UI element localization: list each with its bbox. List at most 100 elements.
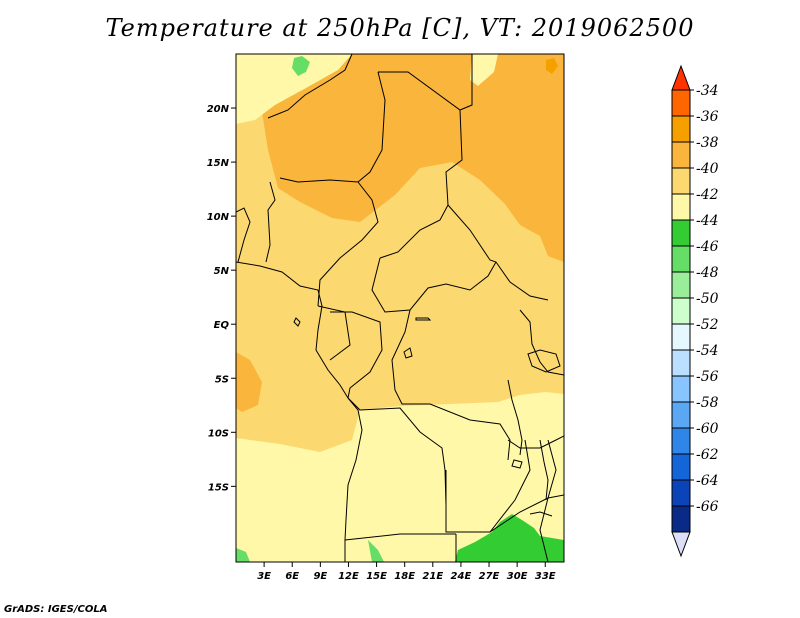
grads-credit: GrADS: IGES/COLA <box>4 604 108 615</box>
border-small-lake-2 <box>415 317 432 321</box>
colorbar-label: -38 <box>696 135 719 151</box>
lat-tick-label: 15S <box>208 482 229 493</box>
colorbar-label: -34 <box>696 83 719 99</box>
colorbar-box <box>671 271 691 299</box>
colorbar-label: -44 <box>696 213 719 229</box>
lat-tick-label: 15N <box>207 158 230 169</box>
colorbar-box <box>671 115 691 143</box>
border-small-lake-4 <box>403 347 413 359</box>
border-congo-drc <box>330 311 383 399</box>
colorbar-label: -56 <box>696 369 719 385</box>
lon-tick-label: 12E <box>338 571 359 582</box>
colorbar-box <box>671 453 691 481</box>
band-minus36-northeast <box>546 58 558 74</box>
colorbar-label: -52 <box>696 317 719 333</box>
border-chad-sudan <box>379 109 463 259</box>
colorbar-label: -66 <box>696 499 719 515</box>
lon-tick-label: 33E <box>535 571 556 582</box>
lon-tick-label: 15E <box>366 571 387 582</box>
border-drc-east <box>391 309 511 461</box>
colorbar: -34 -36 -38 -40 -42 -44 -46 -48 -50 -52 -54 -56 -58 -… <box>671 64 719 558</box>
colorbar-label: -40 <box>696 161 719 177</box>
colorbar-box <box>671 141 691 169</box>
border-small-lake-1 <box>511 459 523 469</box>
band-minus38-southwest <box>236 352 262 412</box>
colorbar-box <box>671 167 691 195</box>
lon-tick-label: 24E <box>451 571 472 582</box>
lat-tick-label: 10S <box>208 428 229 439</box>
lat-tick-label: 10N <box>207 212 230 223</box>
lon-tick-label: 3E <box>257 571 271 582</box>
border-angola-namibia <box>344 533 456 541</box>
border-car <box>371 257 497 313</box>
colorbar-box <box>671 349 691 377</box>
colorbar-box <box>671 479 691 507</box>
border-south-sudan <box>447 204 549 301</box>
border-angola-zambia <box>445 439 531 533</box>
colorbar-bottom-triangle <box>671 531 691 558</box>
band-minus42-south <box>236 392 564 562</box>
colorbar-label: -42 <box>696 187 719 203</box>
colorbar-label: -60 <box>696 421 719 437</box>
lat-tick-label: 5N <box>214 266 230 277</box>
colorbar-label: -36 <box>696 109 719 125</box>
border-algeria-mali <box>267 54 353 119</box>
border-nigeria-niger <box>265 181 276 263</box>
border-mali-niger <box>279 71 386 183</box>
band-minus44-southcentral <box>368 540 384 562</box>
band-minus44-north-patch <box>292 56 310 76</box>
border-gabon <box>317 305 351 361</box>
lon-tick-label: 6E <box>285 571 299 582</box>
colorbar-top-triangle <box>671 64 691 91</box>
border-lake-tanganyika <box>507 379 523 456</box>
band-minus38-north <box>260 54 564 262</box>
lat-tick-label: 20N <box>207 104 230 115</box>
lat-tick-label: EQ <box>214 320 230 331</box>
border-kenya-uganda <box>519 309 564 376</box>
lon-tick-label: 30E <box>507 571 528 582</box>
lon-tick-label: 21E <box>422 571 443 582</box>
border-angola-drc <box>347 397 447 506</box>
lon-ticks: 3E 6E 9E 12E 15E 18E 21E 24E 27E 30E 33E <box>257 562 556 582</box>
band-minus44-southeast <box>455 514 564 562</box>
colorbar-label: -58 <box>696 395 719 411</box>
border-tanzania <box>507 435 564 449</box>
colorbar-label: -64 <box>696 473 719 489</box>
colorbar-label: -46 <box>696 239 719 255</box>
colorbar-box <box>671 505 691 533</box>
colorbar-box <box>671 427 691 455</box>
lat-tick-label: 5S <box>215 374 229 385</box>
band-minus42-northwest <box>236 54 352 124</box>
colorbar-box <box>671 219 691 247</box>
lon-tick-label: 9E <box>313 571 327 582</box>
border-west-coast-1 <box>236 207 251 263</box>
border-small-lake-3 <box>293 317 301 327</box>
colorbar-box <box>671 401 691 429</box>
border-zambia-zimbabwe <box>489 494 564 533</box>
map-frame <box>235 53 565 563</box>
colorbar-box <box>671 323 691 351</box>
lat-ticks: 20N 15N 10N 5N EQ 5S 10S 15S <box>207 104 236 493</box>
colorbar-label: -50 <box>696 291 719 307</box>
border-west-coast-2 <box>236 261 349 399</box>
band-minus44-southwest <box>236 548 250 562</box>
temperature-field <box>236 54 564 562</box>
colorbar-label: -62 <box>696 447 719 463</box>
colorbar-box <box>671 375 691 403</box>
band-minus42-northeast <box>470 54 498 86</box>
country-borders <box>236 54 564 562</box>
border-coast-angola <box>344 397 363 562</box>
lon-tick-label: 18E <box>394 571 415 582</box>
colorbar-box <box>671 193 691 221</box>
colorbar-label: -54 <box>696 343 719 359</box>
border-mozambique <box>539 439 557 562</box>
colorbar-label: -48 <box>696 265 719 281</box>
colorbar-box <box>671 245 691 273</box>
colorbar-box <box>671 89 691 117</box>
border-small-lake-5 <box>529 511 553 517</box>
chart-title: Temperature at 250hPa [C], VT: 201906250… <box>105 14 695 42</box>
colorbar-box <box>671 297 691 325</box>
lon-tick-label: 27E <box>479 571 500 582</box>
border-lake-malawi <box>539 439 549 501</box>
